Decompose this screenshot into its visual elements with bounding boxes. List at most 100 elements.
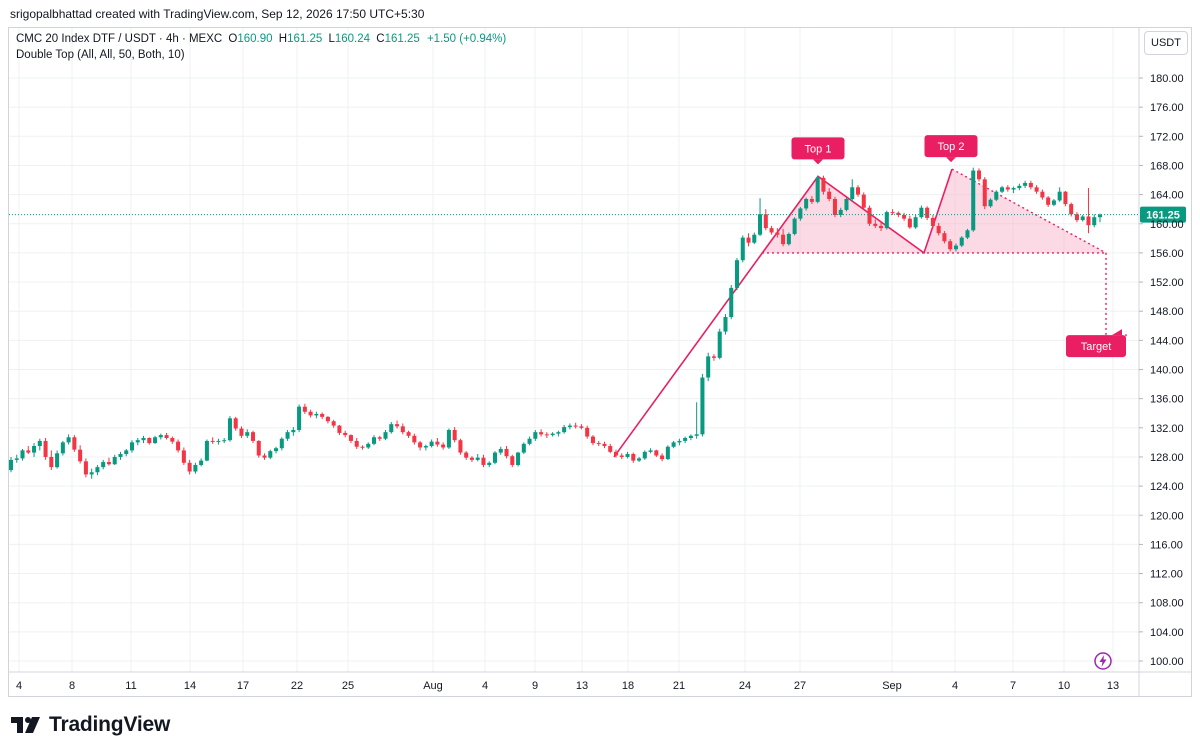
candle[interactable] — [953, 243, 958, 252]
currency-button[interactable]: USDT — [1144, 31, 1188, 55]
candle[interactable] — [469, 456, 474, 463]
candle[interactable] — [930, 215, 935, 229]
candle[interactable] — [890, 209, 895, 216]
candle[interactable] — [544, 432, 549, 439]
lightning-icon[interactable] — [1093, 651, 1113, 671]
candle[interactable] — [948, 239, 953, 252]
candle[interactable] — [637, 456, 642, 463]
candle[interactable] — [216, 438, 221, 445]
candle[interactable] — [959, 236, 964, 248]
candle[interactable] — [1023, 180, 1028, 189]
candle[interactable] — [481, 454, 486, 468]
candle[interactable] — [458, 438, 463, 455]
candle[interactable] — [14, 454, 19, 463]
candle[interactable] — [153, 435, 158, 444]
candle[interactable] — [308, 409, 313, 418]
candle[interactable] — [907, 215, 912, 229]
candle[interactable] — [233, 416, 238, 431]
candle[interactable] — [331, 419, 336, 428]
candle[interactable] — [262, 453, 267, 460]
candle[interactable] — [1092, 214, 1097, 228]
candle[interactable] — [694, 402, 699, 439]
candle[interactable] — [204, 439, 209, 462]
candle[interactable] — [66, 434, 71, 445]
candle[interactable] — [971, 167, 976, 232]
candle[interactable] — [118, 451, 123, 460]
candle[interactable] — [740, 235, 745, 263]
candle[interactable] — [602, 441, 607, 449]
candle[interactable] — [527, 436, 532, 446]
candle[interactable] — [746, 233, 751, 247]
candle[interactable] — [769, 225, 774, 235]
candle[interactable] — [239, 426, 244, 439]
candle[interactable] — [89, 468, 94, 479]
candle[interactable] — [585, 425, 590, 439]
candle[interactable] — [838, 207, 843, 218]
candle[interactable] — [325, 416, 330, 424]
candle[interactable] — [250, 430, 256, 444]
candle[interactable] — [567, 423, 572, 430]
candle[interactable] — [354, 438, 359, 449]
candle[interactable] — [314, 411, 319, 419]
candle[interactable] — [988, 198, 993, 208]
candle[interactable] — [268, 449, 273, 460]
candle[interactable] — [660, 453, 665, 462]
candle[interactable] — [688, 434, 693, 441]
candle[interactable] — [792, 217, 797, 236]
candle[interactable] — [711, 354, 716, 361]
footer-brand[interactable]: TradingView — [49, 713, 171, 736]
candle[interactable] — [827, 188, 832, 202]
top1-label[interactable]: Top 1 — [791, 137, 845, 165]
candle[interactable] — [302, 403, 307, 414]
top2-label[interactable]: Top 2 — [924, 135, 978, 163]
candle[interactable] — [412, 433, 417, 445]
candle[interactable] — [371, 435, 377, 446]
candle[interactable] — [642, 450, 647, 460]
candle[interactable] — [1000, 185, 1005, 194]
candle[interactable] — [654, 449, 659, 457]
candle[interactable] — [26, 446, 31, 455]
candle[interactable] — [1034, 185, 1039, 194]
candle[interactable] — [297, 404, 302, 433]
candle[interactable] — [227, 416, 232, 442]
candle[interactable] — [193, 462, 198, 474]
candle[interactable] — [556, 430, 561, 437]
candle[interactable] — [274, 446, 279, 454]
candle[interactable] — [446, 428, 451, 449]
indicator-name[interactable]: Double Top (All, All, 50, Both, 10) — [16, 49, 185, 61]
candle[interactable] — [279, 437, 284, 451]
candle[interactable] — [129, 440, 135, 453]
candle[interactable] — [861, 192, 866, 210]
candle[interactable] — [533, 429, 538, 441]
candle[interactable] — [1028, 180, 1033, 190]
candle[interactable] — [1005, 185, 1010, 192]
candle[interactable] — [245, 429, 250, 439]
candle[interactable] — [320, 412, 325, 420]
candle[interactable] — [1074, 212, 1079, 223]
candle[interactable] — [49, 450, 54, 471]
candle[interactable] — [78, 445, 83, 464]
candle[interactable] — [72, 435, 77, 452]
candle[interactable] — [423, 444, 428, 451]
candle[interactable] — [723, 314, 728, 335]
candle[interactable] — [360, 445, 365, 450]
candle[interactable] — [164, 432, 169, 440]
candle[interactable] — [798, 206, 803, 221]
candle[interactable] — [181, 447, 186, 465]
candle[interactable] — [389, 421, 394, 434]
candle[interactable] — [815, 175, 820, 204]
candle[interactable] — [1017, 183, 1022, 191]
candle[interactable] — [383, 429, 388, 441]
candle[interactable] — [464, 451, 469, 460]
candle[interactable] — [665, 445, 670, 460]
candle[interactable] — [763, 209, 768, 231]
candle[interactable] — [965, 228, 970, 240]
candle[interactable] — [717, 328, 722, 360]
candle[interactable] — [285, 429, 290, 441]
candle[interactable] — [124, 448, 129, 457]
candle[interactable] — [1057, 187, 1062, 202]
candle[interactable] — [210, 437, 215, 444]
candle[interactable] — [256, 440, 261, 458]
candle[interactable] — [377, 435, 382, 441]
